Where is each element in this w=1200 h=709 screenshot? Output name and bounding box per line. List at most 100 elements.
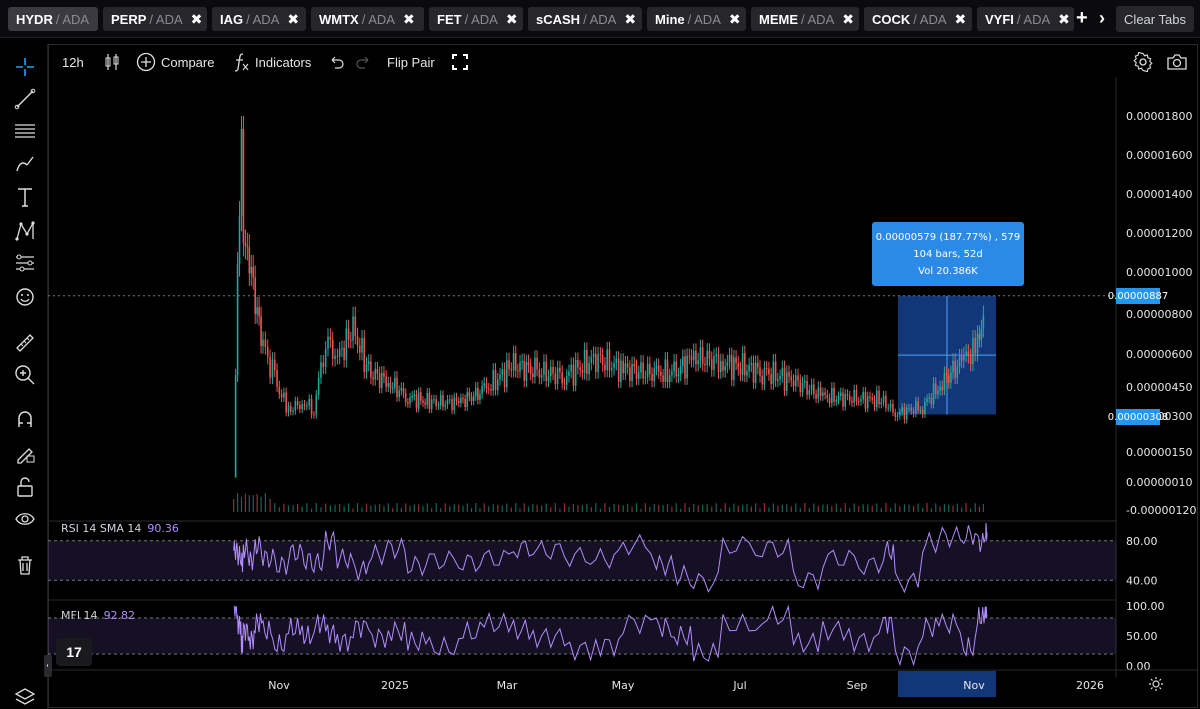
- candle-body: [939, 386, 941, 391]
- axis-settings-icon[interactable]: [1148, 676, 1164, 697]
- candle-body: [617, 358, 620, 382]
- candle-body: [508, 360, 510, 370]
- candle-body: [385, 376, 387, 387]
- tradingview-logo[interactable]: 17: [56, 638, 92, 666]
- ruler-icon[interactable]: [12, 330, 38, 356]
- volume-bar: [392, 508, 394, 512]
- close-tab-icon[interactable]: ✖: [190, 10, 203, 27]
- close-tab-icon[interactable]: ✖: [505, 10, 518, 27]
- unlock-icon[interactable]: [12, 474, 38, 500]
- price-tick-label: 0.00000010: [1126, 476, 1192, 489]
- candle-body: [710, 358, 713, 370]
- interval-button[interactable]: 12h: [62, 51, 84, 73]
- volume-bar: [599, 508, 601, 512]
- brush-icon[interactable]: [12, 150, 38, 176]
- volume-bar: [737, 505, 739, 512]
- redo-icon[interactable]: [355, 51, 371, 73]
- tab-wmtx[interactable]: WMTX / ADA ✖: [311, 7, 424, 31]
- add-tab-icon[interactable]: +: [1076, 7, 1088, 29]
- tab-mine[interactable]: Mine / ADA ✖: [647, 7, 746, 31]
- close-tab-icon[interactable]: ✖: [287, 10, 300, 27]
- rsi-legend[interactable]: RSI 14 SMA 14 90.36: [61, 522, 179, 535]
- candle-body: [735, 357, 737, 364]
- volume-bar: [444, 503, 446, 512]
- candle-type-icon[interactable]: [104, 51, 120, 73]
- crosshair-icon[interactable]: [12, 54, 38, 80]
- candle-body: [746, 371, 748, 376]
- candle-body: [490, 389, 492, 391]
- candle-body: [803, 381, 806, 383]
- volume-bar: [449, 506, 451, 512]
- text-tool-icon[interactable]: [12, 184, 38, 210]
- fullscreen-icon[interactable]: [451, 51, 469, 73]
- tab-fet[interactable]: FET / ADA ✖: [429, 7, 523, 31]
- indicators-button[interactable]: Indicators: [232, 51, 311, 73]
- volume-bar: [515, 503, 517, 512]
- candle-body: [354, 316, 357, 336]
- eye-icon[interactable]: [12, 506, 38, 532]
- undo-icon[interactable]: [329, 51, 345, 73]
- candle-body: [252, 266, 255, 278]
- magnet-icon[interactable]: [12, 406, 38, 432]
- volume-bar: [343, 506, 345, 512]
- candle-body: [878, 390, 880, 405]
- volume-bar: [458, 504, 460, 512]
- close-tab-icon[interactable]: ✖: [842, 10, 854, 27]
- candle-body: [586, 349, 588, 375]
- candle-body: [350, 339, 352, 341]
- candle-body: [801, 382, 804, 393]
- candle-body: [862, 391, 865, 400]
- candle-body: [967, 351, 970, 356]
- candle-body: [394, 377, 396, 388]
- volume-bar: [550, 507, 552, 512]
- volume-bar: [379, 504, 381, 512]
- candle-body: [894, 412, 897, 417]
- flip-pair-button[interactable]: Flip Pair: [387, 51, 435, 73]
- tab-cock[interactable]: COCK / ADA ✖: [864, 7, 972, 31]
- trend-line-icon[interactable]: [12, 86, 38, 112]
- camera-icon[interactable]: [1166, 51, 1188, 73]
- tab-symbol: COCK: [872, 11, 911, 27]
- candle-body: [292, 410, 294, 412]
- measure-bars: 104 bars, 52d: [913, 249, 983, 260]
- horizontal-lines-icon[interactable]: [12, 118, 38, 144]
- trash-icon[interactable]: [12, 552, 38, 578]
- close-tab-icon[interactable]: ✖: [1058, 10, 1070, 27]
- close-tab-icon[interactable]: ✖: [624, 10, 637, 27]
- close-tab-icon[interactable]: ✖: [954, 10, 967, 27]
- tab-scash[interactable]: sCASH / ADA ✖: [528, 7, 642, 31]
- tab-perp[interactable]: PERP / ADA ✖: [103, 7, 207, 31]
- time-tick-label: May: [612, 679, 635, 692]
- tab-hydr[interactable]: HYDR / ADA: [8, 7, 98, 31]
- clear-tabs-button[interactable]: Clear Tabs: [1116, 6, 1194, 32]
- projection-icon[interactable]: [12, 250, 38, 276]
- volume-bar: [948, 504, 950, 512]
- layers-icon[interactable]: [12, 684, 38, 709]
- volume-bar: [269, 498, 271, 512]
- close-tab-icon[interactable]: ✖: [402, 10, 415, 27]
- candle-body: [470, 396, 473, 402]
- rsi-pane: 80.00 40.00: [48, 520, 1158, 594]
- zoom-in-icon[interactable]: [12, 362, 38, 388]
- volume-bar: [961, 507, 963, 512]
- lock-drawings-icon[interactable]: [12, 440, 38, 466]
- compare-button[interactable]: Compare: [136, 51, 214, 73]
- candle-body: [264, 339, 267, 347]
- volume-bar: [483, 503, 485, 512]
- candle-body: [563, 383, 566, 385]
- tab-vyfi[interactable]: VYFI / ADA ✖: [977, 7, 1074, 31]
- pattern-icon[interactable]: [12, 218, 38, 244]
- tab-iag[interactable]: IAG / ADA ✖: [212, 7, 306, 31]
- candle-body: [824, 392, 826, 395]
- candle-body: [797, 375, 799, 381]
- volume-bar: [795, 503, 797, 512]
- emoji-icon[interactable]: [12, 284, 38, 310]
- close-tab-icon[interactable]: ✖: [728, 10, 741, 27]
- mfi-legend[interactable]: MFI 14 92.82: [61, 609, 135, 622]
- settings-gear-icon[interactable]: [1133, 51, 1153, 73]
- candle-body: [283, 392, 285, 398]
- chevron-right-icon[interactable]: ›: [1099, 8, 1105, 28]
- candle-body: [457, 401, 460, 404]
- chart-canvas[interactable]: 0.00001800 0.00001600 0.00001400 0.00001200…: [48, 78, 1198, 708]
- tab-meme[interactable]: MEME / ADA ✖: [751, 7, 859, 31]
